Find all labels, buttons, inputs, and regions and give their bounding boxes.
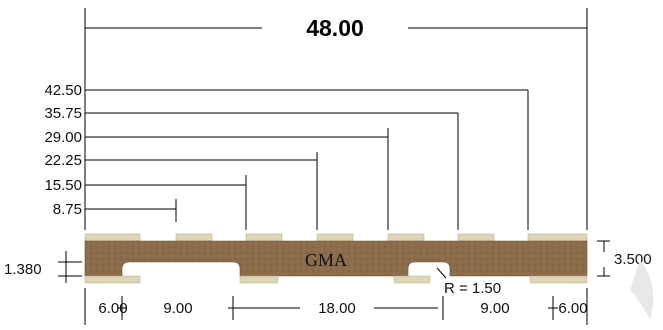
watermark-shape (630, 260, 654, 320)
bottom-pad (529, 275, 588, 284)
position-dimensions: 42.50 35.75 29.00 22.25 15.50 8.75 (44, 82, 529, 230)
top-pad (457, 233, 495, 242)
bottom-dim-label: 9.00 (480, 300, 509, 317)
dim-label: 15.50 (44, 177, 82, 194)
top-pad (387, 233, 425, 242)
overall-width-label: 48.00 (306, 15, 364, 41)
dim-row-22-25: 22.25 (44, 152, 318, 230)
bottom-dim-label: 6.00 (558, 300, 587, 317)
top-pad (527, 233, 588, 242)
dim-label: 8.75 (53, 201, 82, 218)
top-pad (245, 233, 283, 242)
dim-row-8-75: 8.75 (53, 199, 177, 222)
dim-row-42-50: 42.50 (44, 82, 529, 230)
bottom-dim-label: 18.00 (318, 300, 356, 317)
radius-callout: R = 1.50 (436, 267, 501, 297)
pcb-cross-section: GMA (84, 233, 588, 284)
dim-label: 42.50 (44, 82, 82, 99)
bottom-dim-label: 9.00 (163, 300, 192, 317)
left-thickness-dimension: 1.380 (4, 251, 82, 283)
bottom-pad (239, 275, 279, 284)
bottom-pad (393, 275, 431, 284)
board-label: GMA (305, 250, 347, 270)
dim-label: 29.00 (44, 129, 82, 146)
dim-row-29-00: 29.00 (44, 128, 389, 230)
thickness-left-label: 1.380 (4, 261, 42, 278)
dim-label: 22.25 (44, 152, 82, 169)
overall-width-dimension: 48.00 (84, 8, 588, 230)
dim-label: 35.75 (44, 105, 82, 122)
bottom-dim-label: 6.00 (98, 300, 127, 317)
radius-label: R = 1.50 (444, 280, 501, 297)
dim-row-15-50: 15.50 (44, 175, 247, 230)
bottom-dimensions: 6.00 9.00 18.00 9.00 6.00 (84, 288, 588, 325)
bottom-pad (84, 275, 141, 284)
top-pad (84, 233, 141, 242)
radius-leader (436, 267, 447, 279)
top-pad (316, 233, 354, 242)
top-pad (175, 233, 213, 242)
dim-row-35-75: 35.75 (44, 105, 459, 230)
thickness-right-label: 3.500 (614, 251, 652, 268)
